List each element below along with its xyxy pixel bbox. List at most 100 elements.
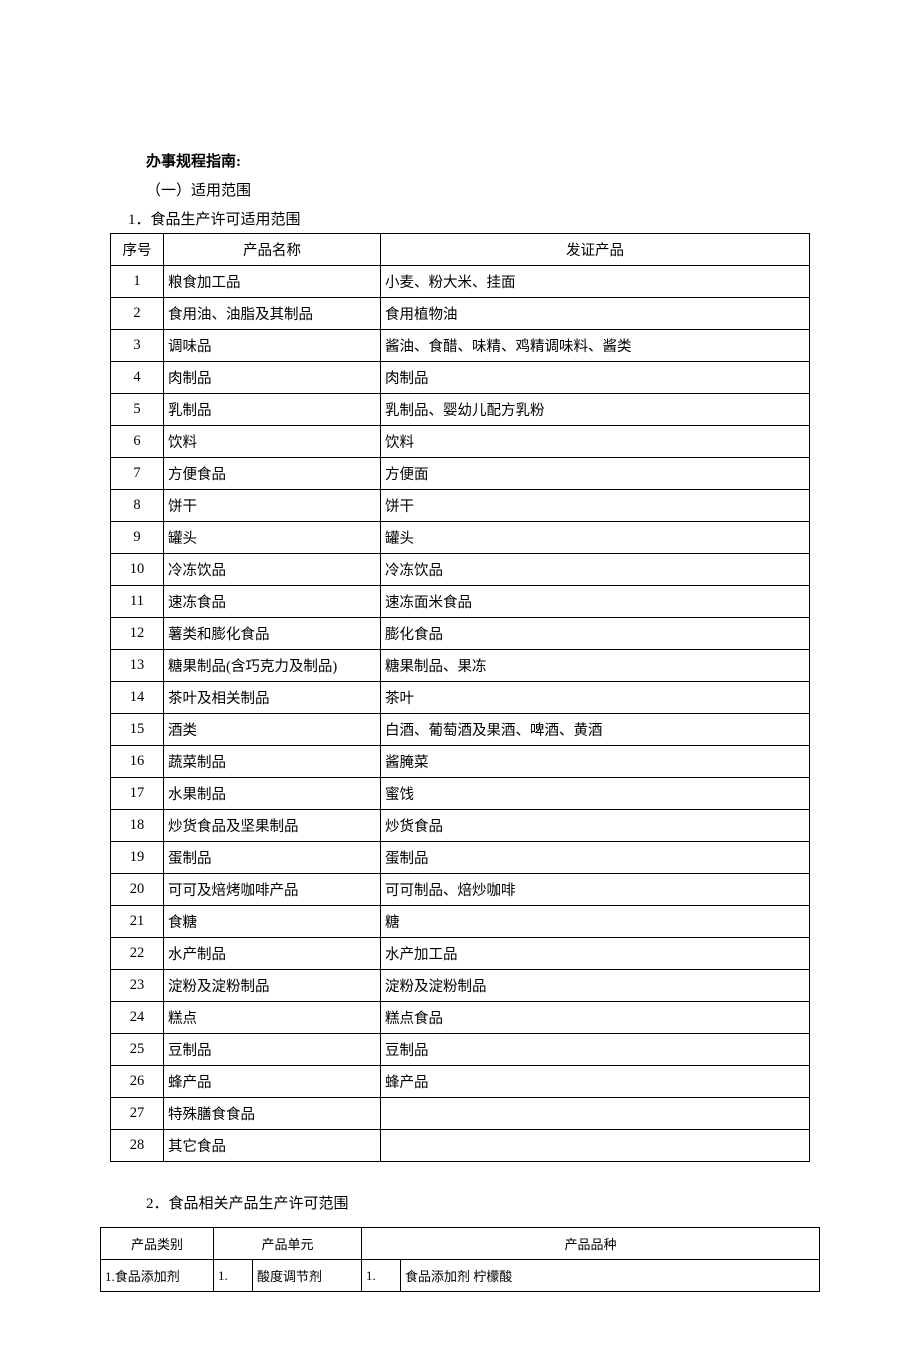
- cell-name: 茶叶及相关制品: [164, 682, 381, 714]
- table-row: 5乳制品乳制品、婴幼儿配方乳粉: [111, 394, 810, 426]
- cell-name: 酒类: [164, 714, 381, 746]
- cell-cert: 肉制品: [381, 362, 810, 394]
- cell-seq: 21: [111, 906, 164, 938]
- cell-cert: 糖: [381, 906, 810, 938]
- section-heading: （一）适用范围: [110, 179, 810, 200]
- cell-name: 食糖: [164, 906, 381, 938]
- cell-seq: 17: [111, 778, 164, 810]
- document-page: 办事规程指南: （一）适用范围 1．食品生产许可适用范围 序号 产品名称 发证产…: [0, 0, 920, 1352]
- cell-cert: 糕点食品: [381, 1002, 810, 1034]
- cell-name: 其它食品: [164, 1130, 381, 1162]
- cell-name: 炒货食品及坚果制品: [164, 810, 381, 842]
- table-row: 4肉制品肉制品: [111, 362, 810, 394]
- cell-seq: 19: [111, 842, 164, 874]
- cell-seq: 12: [111, 618, 164, 650]
- table-row: 6饮料饮料: [111, 426, 810, 458]
- table-food-production-license: 序号 产品名称 发证产品 1粮食加工品小麦、粉大米、挂面2食用油、油脂及其制品食…: [110, 233, 810, 1162]
- cell-name: 水果制品: [164, 778, 381, 810]
- cell-name: 豆制品: [164, 1034, 381, 1066]
- cell-name: 水产制品: [164, 938, 381, 970]
- cell-category: 1.食品添加剂: [101, 1260, 214, 1292]
- cell-unit-idx: 1.: [214, 1260, 253, 1292]
- cell-seq: 28: [111, 1130, 164, 1162]
- cell-cert: [381, 1098, 810, 1130]
- cell-seq: 4: [111, 362, 164, 394]
- cell-seq: 3: [111, 330, 164, 362]
- cell-name: 糖果制品(含巧克力及制品): [164, 650, 381, 682]
- cell-cert: 方便面: [381, 458, 810, 490]
- cell-name: 罐头: [164, 522, 381, 554]
- cell-seq: 2: [111, 298, 164, 330]
- cell-cert: 蜜饯: [381, 778, 810, 810]
- cell-seq: 9: [111, 522, 164, 554]
- table-row: 16蔬菜制品酱腌菜: [111, 746, 810, 778]
- header-name: 产品名称: [164, 234, 381, 266]
- cell-name: 淀粉及淀粉制品: [164, 970, 381, 1002]
- cell-cert: 冷冻饮品: [381, 554, 810, 586]
- cell-name: 方便食品: [164, 458, 381, 490]
- header-variety: 产品品种: [362, 1228, 820, 1260]
- table-row: 1.食品添加剂1.酸度调节剂1.食品添加剂 柠檬酸: [101, 1260, 820, 1292]
- cell-cert: 饮料: [381, 426, 810, 458]
- table-row: 14茶叶及相关制品茶叶: [111, 682, 810, 714]
- cell-cert: 食用植物油: [381, 298, 810, 330]
- cell-cert: 罐头: [381, 522, 810, 554]
- cell-cert: 炒货食品: [381, 810, 810, 842]
- cell-seq: 6: [111, 426, 164, 458]
- table-row: 17水果制品蜜饯: [111, 778, 810, 810]
- cell-name: 糕点: [164, 1002, 381, 1034]
- cell-variety-idx: 1.: [362, 1260, 401, 1292]
- table-row: 21食糖糖: [111, 906, 810, 938]
- table-row: 7方便食品方便面: [111, 458, 810, 490]
- cell-cert: 乳制品、婴幼儿配方乳粉: [381, 394, 810, 426]
- table-related-products: 产品类别 产品单元 产品品种 1.食品添加剂1.酸度调节剂1.食品添加剂 柠檬酸: [100, 1227, 820, 1292]
- cell-name: 饮料: [164, 426, 381, 458]
- cell-seq: 16: [111, 746, 164, 778]
- cell-seq: 27: [111, 1098, 164, 1130]
- table-row: 23淀粉及淀粉制品淀粉及淀粉制品: [111, 970, 810, 1002]
- cell-seq: 25: [111, 1034, 164, 1066]
- cell-name: 速冻食品: [164, 586, 381, 618]
- table-row: 12薯类和膨化食品膨化食品: [111, 618, 810, 650]
- cell-seq: 10: [111, 554, 164, 586]
- table-row: 3调味品酱油、食醋、味精、鸡精调味料、酱类: [111, 330, 810, 362]
- table-header-row: 序号 产品名称 发证产品: [111, 234, 810, 266]
- table-row: 10冷冻饮品冷冻饮品: [111, 554, 810, 586]
- table-row: 22水产制品水产加工品: [111, 938, 810, 970]
- doc-title: 办事规程指南:: [110, 150, 810, 171]
- table-row: 28其它食品: [111, 1130, 810, 1162]
- cell-cert: 白酒、葡萄酒及果酒、啤酒、黄酒: [381, 714, 810, 746]
- cell-cert: 小麦、粉大米、挂面: [381, 266, 810, 298]
- table-row: 13糖果制品(含巧克力及制品)糖果制品、果冻: [111, 650, 810, 682]
- cell-seq: 15: [111, 714, 164, 746]
- cell-seq: 14: [111, 682, 164, 714]
- cell-seq: 20: [111, 874, 164, 906]
- table-row: 11速冻食品速冻面米食品: [111, 586, 810, 618]
- table-row: 18炒货食品及坚果制品炒货食品: [111, 810, 810, 842]
- cell-name: 粮食加工品: [164, 266, 381, 298]
- cell-seq: 8: [111, 490, 164, 522]
- cell-cert: 豆制品: [381, 1034, 810, 1066]
- cell-seq: 1: [111, 266, 164, 298]
- table-row: 8饼干饼干: [111, 490, 810, 522]
- cell-name: 食用油、油脂及其制品: [164, 298, 381, 330]
- subsection-1: 1．食品生产许可适用范围: [110, 208, 810, 229]
- cell-seq: 18: [111, 810, 164, 842]
- cell-name: 乳制品: [164, 394, 381, 426]
- cell-cert: 蜂产品: [381, 1066, 810, 1098]
- cell-name: 特殊膳食食品: [164, 1098, 381, 1130]
- table-row: 9罐头罐头: [111, 522, 810, 554]
- cell-name: 冷冻饮品: [164, 554, 381, 586]
- cell-seq: 24: [111, 1002, 164, 1034]
- cell-seq: 22: [111, 938, 164, 970]
- cell-name: 可可及焙烤咖啡产品: [164, 874, 381, 906]
- table-row: 1粮食加工品小麦、粉大米、挂面: [111, 266, 810, 298]
- table-row: 26蜂产品蜂产品: [111, 1066, 810, 1098]
- cell-unit: 酸度调节剂: [253, 1260, 362, 1292]
- cell-seq: 23: [111, 970, 164, 1002]
- table-row: 20可可及焙烤咖啡产品可可制品、焙炒咖啡: [111, 874, 810, 906]
- table-row: 24糕点糕点食品: [111, 1002, 810, 1034]
- subsection-2: 2．食品相关产品生产许可范围: [110, 1192, 810, 1213]
- cell-cert: 糖果制品、果冻: [381, 650, 810, 682]
- table2-wrap: 产品类别 产品单元 产品品种 1.食品添加剂1.酸度调节剂1.食品添加剂 柠檬酸: [100, 1227, 820, 1292]
